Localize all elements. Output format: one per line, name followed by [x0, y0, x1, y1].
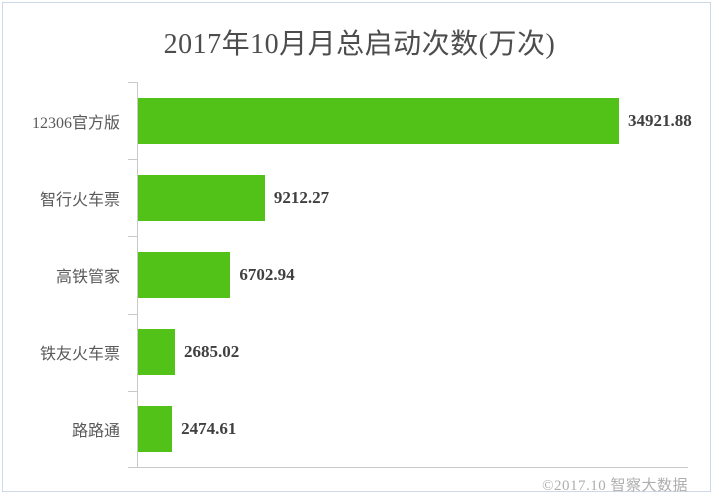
category-label: 高铁管家 — [55, 268, 120, 286]
y-axis-tick — [128, 390, 137, 392]
value-label: 9212.27 — [273, 187, 330, 207]
category-label: 智行火车票 — [39, 191, 120, 209]
value-label: 6702.94 — [239, 264, 295, 284]
y-axis-tick — [128, 313, 137, 315]
y-axis-tick — [128, 236, 137, 238]
value-label: 34921.88 — [628, 110, 692, 130]
bar-row: 高铁管家 6702.94 — [56, 236, 688, 313]
bar — [138, 251, 231, 298]
bar — [138, 97, 619, 144]
bar-row: 路路通 2474.61 — [72, 391, 688, 468]
bar — [138, 329, 175, 376]
x-axis-line — [128, 467, 688, 468]
bar — [138, 406, 173, 453]
category-label: 12306官方版 — [31, 114, 120, 132]
y-axis-tick — [128, 82, 137, 83]
category-label: 铁友火车票 — [39, 346, 120, 364]
plot-area: 12306官方版 34921.88 智行火车票 9212.27 高铁管家 6702.94 铁… — [32, 82, 692, 468]
value-label: 2474.61 — [181, 419, 237, 439]
value-label: 2685.02 — [183, 342, 240, 362]
y-axis-tick — [128, 159, 137, 161]
bar-row: 铁友火车票 2685.02 — [40, 314, 688, 391]
category-label: 路路通 — [71, 423, 120, 441]
bar — [138, 174, 265, 221]
bar-row: 智行火车票 9212.27 — [40, 159, 688, 236]
chart-title: 2017年10月月总启动次数(万次) — [163, 29, 556, 60]
bar-row: 12306官方版 34921.88 — [32, 82, 692, 159]
copyright-footer: ©2017.10 智察大数据 — [542, 478, 688, 494]
y-axis-line — [137, 82, 138, 468]
